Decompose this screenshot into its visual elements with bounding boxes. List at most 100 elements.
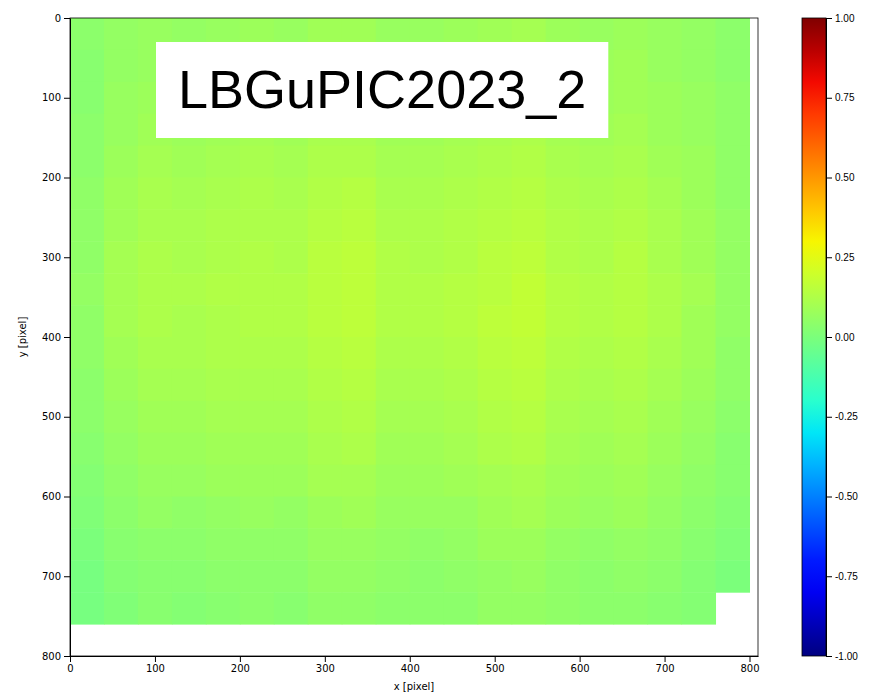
heatmap-cell <box>648 146 682 178</box>
heatmap-cell <box>478 209 512 241</box>
tick-label: 0 <box>55 13 61 24</box>
heatmap-cell <box>580 178 614 210</box>
heatmap-cell <box>512 560 546 592</box>
heatmap-cell <box>172 146 206 178</box>
heatmap-cell <box>138 592 172 624</box>
heatmap-cell <box>138 146 172 178</box>
heatmap-cell <box>172 209 206 241</box>
heatmap-cell <box>410 209 444 241</box>
tick-mark <box>64 337 70 338</box>
y-axis-title: y [pixel] <box>17 317 28 358</box>
heatmap-cell <box>648 178 682 210</box>
heatmap-cell <box>682 592 716 624</box>
heatmap-cell <box>206 305 240 337</box>
heatmap-cell <box>70 178 104 210</box>
tick-mark <box>64 178 70 179</box>
heatmap-cell <box>308 433 342 465</box>
heatmap-cell <box>274 369 308 401</box>
tick-label: 500 <box>42 411 61 422</box>
heatmap-cell <box>70 369 104 401</box>
heatmap-cells <box>70 18 750 625</box>
tick-label: 200 <box>231 663 250 674</box>
heatmap-cell <box>512 369 546 401</box>
heatmap-cell <box>308 401 342 433</box>
heatmap-cell <box>342 209 376 241</box>
heatmap-cell <box>682 305 716 337</box>
heatmap-cell <box>614 209 648 241</box>
tick: 700 <box>42 571 70 582</box>
heatmap-cell <box>410 528 444 560</box>
heatmap-cell <box>308 528 342 560</box>
tick-label: -0.25 <box>835 411 858 422</box>
heatmap-cell <box>308 241 342 273</box>
heatmap-cell <box>410 146 444 178</box>
tick-label: 700 <box>42 571 61 582</box>
heatmap-cell <box>342 433 376 465</box>
heatmap-cell <box>648 82 682 114</box>
heatmap-cell <box>70 433 104 465</box>
heatmap-cell <box>614 433 648 465</box>
heatmap-cell <box>138 178 172 210</box>
heatmap-cell <box>410 305 444 337</box>
heatmap-cell <box>206 337 240 369</box>
tick-mark <box>70 656 71 662</box>
heatmap-cell <box>240 305 274 337</box>
heatmap-cell <box>410 433 444 465</box>
heatmap-cell <box>274 433 308 465</box>
heatmap-cell <box>716 146 750 178</box>
heatmap-cell <box>580 465 614 497</box>
tick-mark <box>64 576 70 577</box>
heatmap-cell <box>580 497 614 529</box>
tick: -1.00 <box>826 651 858 662</box>
x-axis-title: x [pixel] <box>394 681 435 692</box>
heatmap-cell <box>682 465 716 497</box>
heatmap-cell <box>546 178 580 210</box>
heatmap-cell <box>376 273 410 305</box>
heatmap-cell <box>614 114 648 146</box>
heatmap-cell <box>648 18 682 50</box>
tick: -0.75 <box>826 571 858 582</box>
heatmap-cell <box>70 560 104 592</box>
heatmap-cell <box>682 209 716 241</box>
heatmap-cell <box>138 465 172 497</box>
heatmap-cell <box>716 50 750 82</box>
heatmap-cell <box>70 401 104 433</box>
tick-mark <box>580 656 581 662</box>
heatmap-cell <box>274 178 308 210</box>
heatmap-cell <box>342 178 376 210</box>
tick: 0.75 <box>826 92 855 103</box>
tick: 400 <box>42 332 70 343</box>
heatmap-cell <box>444 178 478 210</box>
heatmap-cell <box>410 560 444 592</box>
heatmap-cell <box>274 528 308 560</box>
heatmap-cell <box>70 497 104 529</box>
heatmap-cell <box>206 528 240 560</box>
heatmap-cell <box>648 50 682 82</box>
tick: 300 <box>316 656 335 674</box>
tick-label: 500 <box>486 663 505 674</box>
heatmap-cell <box>614 82 648 114</box>
heatmap-cell <box>614 497 648 529</box>
heatmap-cell <box>478 337 512 369</box>
heatmap-cell <box>444 592 478 624</box>
heatmap-cell <box>138 241 172 273</box>
heatmap-cell <box>172 241 206 273</box>
heatmap-cell <box>342 401 376 433</box>
title-background <box>156 42 608 138</box>
x-axis: 0100200300400500600700800 <box>67 656 759 674</box>
tick-mark <box>64 656 70 657</box>
heatmap-cell <box>410 465 444 497</box>
heatmap-cell <box>104 528 138 560</box>
tick-label: 800 <box>42 651 61 662</box>
heatmap-cell <box>444 305 478 337</box>
heatmap-cell <box>512 305 546 337</box>
heatmap-cell <box>70 114 104 146</box>
tick-mark <box>826 656 832 657</box>
heatmap-cell <box>512 241 546 273</box>
heatmap-cell <box>240 241 274 273</box>
heatmap-cell <box>478 241 512 273</box>
heatmap-cell <box>682 560 716 592</box>
heatmap-cell <box>580 369 614 401</box>
heatmap-cell <box>376 497 410 529</box>
heatmap-cell <box>648 528 682 560</box>
